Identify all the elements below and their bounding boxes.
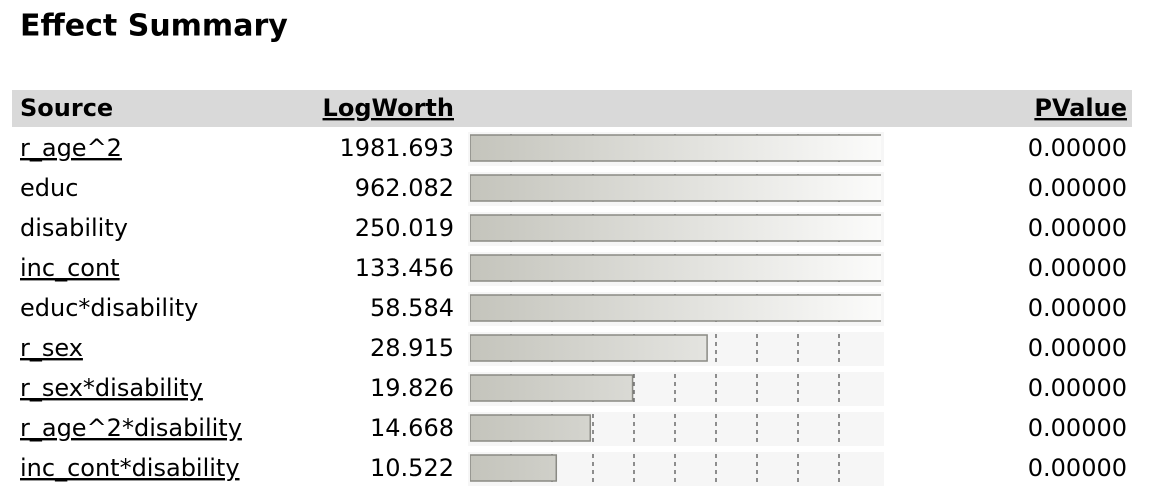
logworth-bar — [470, 214, 881, 242]
logworth-bar — [470, 134, 881, 162]
column-header: PValue — [1034, 94, 1127, 122]
logworth-cell: 1981.693 — [339, 134, 454, 162]
column-header: Source — [20, 94, 113, 122]
logworth-bar — [470, 374, 634, 402]
logworth-cell: 10.522 — [370, 454, 454, 482]
title: Effect Summary — [20, 9, 288, 44]
logworth-cell: 19.826 — [370, 374, 454, 402]
logworth-bar — [470, 414, 592, 442]
source-cell: disability — [20, 214, 128, 242]
logworth-cell: 250.019 — [355, 214, 454, 242]
logworth-bar — [470, 294, 881, 322]
logworth-bar — [470, 254, 881, 282]
logworth-cell: 962.082 — [355, 174, 454, 202]
logworth-bar — [470, 454, 558, 482]
bar-area — [470, 134, 881, 482]
source-cell: r_age^2*disability — [20, 414, 242, 442]
source-cell: educ*disability — [20, 294, 198, 322]
pvalue-cell: 0.00000 — [1028, 174, 1127, 202]
logworth-cell: 28.915 — [370, 334, 454, 362]
pvalue-cell: 0.00000 — [1028, 214, 1127, 242]
logworth-bar — [470, 334, 708, 362]
logworth-cell: 133.456 — [355, 254, 454, 282]
source-cell: r_sex — [20, 334, 83, 362]
source-cell: inc_cont*disability — [20, 454, 240, 482]
source-cell: educ — [20, 174, 78, 202]
pvalue-cell: 0.00000 — [1028, 134, 1127, 162]
pvalue-cell: 0.00000 — [1028, 254, 1127, 282]
column-header: LogWorth — [323, 94, 454, 122]
logworth-cell: 14.668 — [370, 414, 454, 442]
pvalue-cell: 0.00000 — [1028, 374, 1127, 402]
source-cell: r_age^2 — [20, 134, 122, 162]
logworth-cell: 58.584 — [370, 294, 454, 322]
source-cell: r_sex*disability — [20, 374, 203, 402]
pvalue-cell: 0.00000 — [1028, 294, 1127, 322]
pvalue-cell: 0.00000 — [1028, 414, 1127, 442]
source-cell: inc_cont — [20, 254, 120, 282]
pvalue-cell: 0.00000 — [1028, 334, 1127, 362]
pvalue-cell: 0.00000 — [1028, 454, 1127, 482]
header-band — [12, 90, 1132, 127]
logworth-bar — [470, 174, 881, 202]
